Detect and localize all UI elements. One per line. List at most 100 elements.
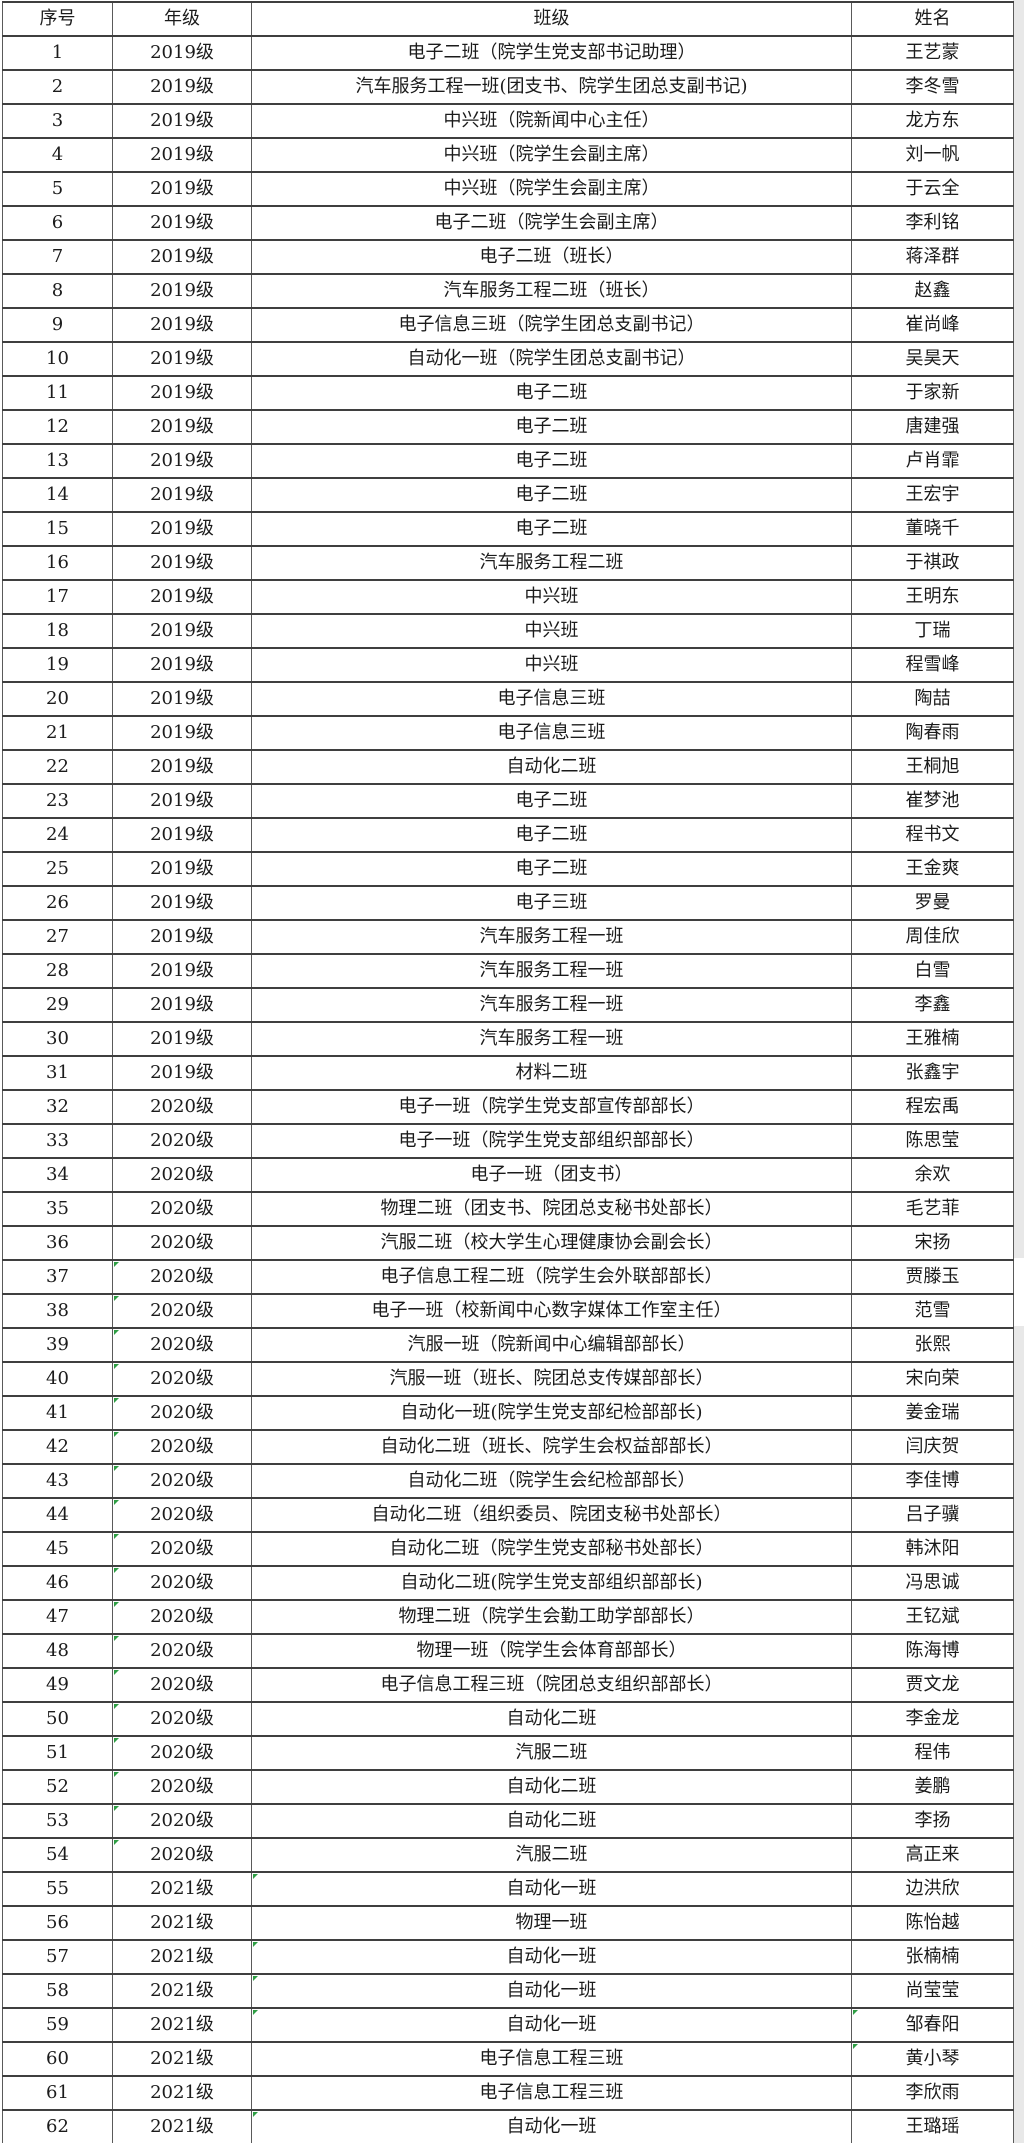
class-cell[interactable]: 汽服二班 bbox=[251, 1837, 852, 1873]
class-cell[interactable]: 自动化二班 bbox=[251, 1769, 852, 1805]
class-cell[interactable]: 自动化二班 bbox=[251, 1803, 852, 1839]
name-cell[interactable]: 于家新 bbox=[851, 375, 1014, 411]
grade-cell[interactable]: 2020级 bbox=[112, 1463, 252, 1499]
name-cell[interactable]: 余欢 bbox=[851, 1157, 1014, 1193]
serial-cell[interactable]: 62 bbox=[2, 2109, 113, 2143]
grade-cell[interactable]: 2019级 bbox=[112, 953, 252, 989]
name-cell[interactable]: 王雅楠 bbox=[851, 1021, 1014, 1057]
class-cell[interactable]: 汽服二班（校大学生心理健康协会副会长） bbox=[251, 1225, 852, 1261]
class-cell[interactable]: 电子二班 bbox=[251, 511, 852, 547]
grade-cell[interactable]: 2020级 bbox=[112, 1429, 252, 1465]
grade-cell[interactable]: 2020级 bbox=[112, 1361, 252, 1397]
serial-cell[interactable]: 39 bbox=[2, 1327, 113, 1363]
grade-cell[interactable]: 2019级 bbox=[112, 69, 252, 105]
serial-cell[interactable]: 24 bbox=[2, 817, 113, 853]
grade-cell[interactable]: 2019级 bbox=[112, 817, 252, 853]
name-cell[interactable]: 于祺政 bbox=[851, 545, 1014, 581]
serial-cell[interactable]: 54 bbox=[2, 1837, 113, 1873]
name-cell[interactable]: 范雪 bbox=[851, 1293, 1014, 1329]
grade-cell[interactable]: 2019级 bbox=[112, 307, 252, 343]
serial-cell[interactable]: 53 bbox=[2, 1803, 113, 1839]
grade-cell[interactable]: 2020级 bbox=[112, 1599, 252, 1635]
grade-cell[interactable]: 2019级 bbox=[112, 681, 252, 717]
grade-cell[interactable]: 2021级 bbox=[112, 1905, 252, 1941]
grade-cell[interactable]: 2020级 bbox=[112, 1225, 252, 1261]
grade-cell[interactable]: 2019级 bbox=[112, 137, 252, 173]
serial-cell[interactable]: 42 bbox=[2, 1429, 113, 1465]
class-cell[interactable]: 汽车服务工程一班 bbox=[251, 987, 852, 1023]
class-cell[interactable]: 物理二班（团支书、院团总支秘书处部长） bbox=[251, 1191, 852, 1227]
class-cell[interactable]: 电子二班 bbox=[251, 783, 852, 819]
grade-cell[interactable]: 2021级 bbox=[112, 1973, 252, 2009]
class-cell[interactable]: 电子一班（团支书） bbox=[251, 1157, 852, 1193]
name-cell[interactable]: 赵鑫 bbox=[851, 273, 1014, 309]
serial-cell[interactable]: 13 bbox=[2, 443, 113, 479]
class-cell[interactable]: 中兴班 bbox=[251, 579, 852, 615]
serial-cell[interactable]: 8 bbox=[2, 273, 113, 309]
grade-cell[interactable]: 2019级 bbox=[112, 885, 252, 921]
class-cell[interactable]: 自动化一班(院学生党支部纪检部部长) bbox=[251, 1395, 852, 1431]
class-cell[interactable]: 中兴班（院学生会副主席） bbox=[251, 137, 852, 173]
class-cell[interactable]: 电子二班 bbox=[251, 817, 852, 853]
class-cell[interactable]: 汽车服务工程二班（班长） bbox=[251, 273, 852, 309]
serial-cell[interactable]: 46 bbox=[2, 1565, 113, 1601]
name-cell[interactable]: 罗曼 bbox=[851, 885, 1014, 921]
name-cell[interactable]: 高正来 bbox=[851, 1837, 1014, 1873]
name-cell[interactable]: 闫庆贺 bbox=[851, 1429, 1014, 1465]
grade-cell[interactable]: 2021级 bbox=[112, 2075, 252, 2111]
name-cell[interactable]: 李扬 bbox=[851, 1803, 1014, 1839]
grade-cell[interactable]: 2020级 bbox=[112, 1497, 252, 1533]
serial-cell[interactable]: 16 bbox=[2, 545, 113, 581]
name-cell[interactable]: 李欣雨 bbox=[851, 2075, 1014, 2111]
name-cell[interactable]: 刘一帆 bbox=[851, 137, 1014, 173]
serial-cell[interactable]: 41 bbox=[2, 1395, 113, 1431]
grade-cell[interactable]: 2021级 bbox=[112, 1939, 252, 1975]
serial-cell[interactable]: 7 bbox=[2, 239, 113, 275]
class-cell[interactable]: 汽服二班 bbox=[251, 1735, 852, 1771]
class-cell[interactable]: 自动化二班（院学生会纪检部部长） bbox=[251, 1463, 852, 1499]
grade-cell[interactable]: 2020级 bbox=[112, 1259, 252, 1295]
grade-cell[interactable]: 2019级 bbox=[112, 545, 252, 581]
class-cell[interactable]: 自动化二班 bbox=[251, 749, 852, 785]
serial-cell[interactable]: 30 bbox=[2, 1021, 113, 1057]
name-cell[interactable]: 程宏禹 bbox=[851, 1089, 1014, 1125]
name-cell[interactable]: 董晓千 bbox=[851, 511, 1014, 547]
grade-cell[interactable]: 2021级 bbox=[112, 2007, 252, 2043]
name-cell[interactable]: 程雪峰 bbox=[851, 647, 1014, 683]
class-cell[interactable]: 自动化二班(院学生党支部组织部部长) bbox=[251, 1565, 852, 1601]
class-cell[interactable]: 物理一班（院学生会体育部部长） bbox=[251, 1633, 852, 1669]
grade-cell[interactable]: 2021级 bbox=[112, 2041, 252, 2077]
class-cell[interactable]: 汽车服务工程一班 bbox=[251, 953, 852, 989]
serial-cell[interactable]: 9 bbox=[2, 307, 113, 343]
name-cell[interactable]: 黄小琴 bbox=[851, 2041, 1014, 2077]
name-cell[interactable]: 王宏宇 bbox=[851, 477, 1014, 513]
serial-cell[interactable]: 17 bbox=[2, 579, 113, 615]
class-cell[interactable]: 物理一班 bbox=[251, 1905, 852, 1941]
class-cell[interactable]: 电子信息工程三班 bbox=[251, 2075, 852, 2111]
name-cell[interactable]: 贾滕玉 bbox=[851, 1259, 1014, 1294]
serial-cell[interactable]: 50 bbox=[2, 1701, 113, 1737]
serial-cell[interactable]: 31 bbox=[2, 1055, 113, 1091]
name-cell[interactable]: 崔梦池 bbox=[851, 783, 1014, 819]
class-cell[interactable]: 电子三班 bbox=[251, 885, 852, 921]
name-cell[interactable]: 冯思诚 bbox=[851, 1565, 1014, 1601]
name-cell[interactable]: 吴昊天 bbox=[851, 341, 1014, 377]
name-cell[interactable]: 姜金瑞 bbox=[851, 1395, 1014, 1431]
name-cell[interactable]: 王艺蒙 bbox=[851, 35, 1014, 71]
grade-cell[interactable]: 2019级 bbox=[112, 341, 252, 377]
name-cell[interactable]: 陶喆 bbox=[851, 681, 1014, 717]
serial-cell[interactable]: 15 bbox=[2, 511, 113, 547]
name-cell[interactable]: 王桐旭 bbox=[851, 749, 1014, 785]
grade-cell[interactable]: 2020级 bbox=[112, 1565, 252, 1601]
name-cell[interactable]: 于云全 bbox=[851, 171, 1014, 207]
class-cell[interactable]: 电子二班 bbox=[251, 443, 852, 479]
class-cell[interactable]: 自动化二班（院学生党支部秘书处部长） bbox=[251, 1531, 852, 1567]
serial-cell[interactable]: 14 bbox=[2, 477, 113, 513]
class-cell[interactable]: 自动化一班 bbox=[251, 1871, 852, 1907]
header-cell-serial[interactable]: 序号 bbox=[2, 1, 113, 37]
serial-cell[interactable]: 27 bbox=[2, 919, 113, 955]
grade-cell[interactable]: 2021级 bbox=[112, 1871, 252, 1907]
class-cell[interactable]: 电子一班（院学生党支部组织部部长） bbox=[251, 1123, 852, 1159]
class-cell[interactable]: 汽车服务工程一班 bbox=[251, 919, 852, 955]
name-cell[interactable]: 李金龙 bbox=[851, 1701, 1014, 1737]
